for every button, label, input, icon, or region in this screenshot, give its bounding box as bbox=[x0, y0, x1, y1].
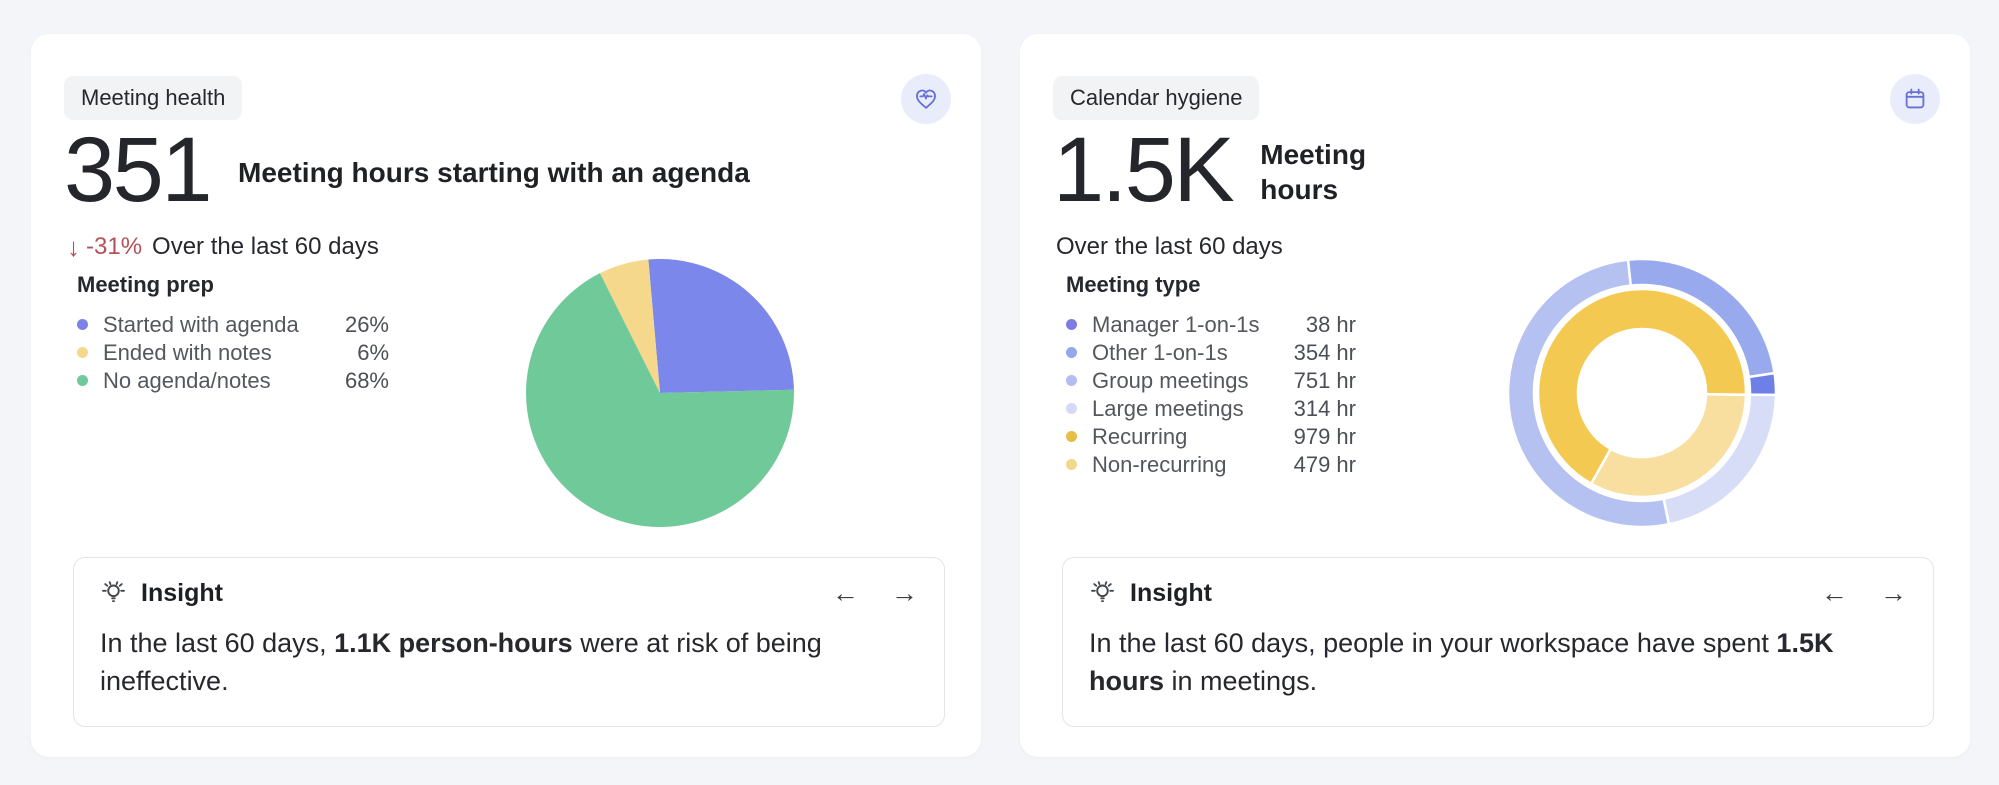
heart-pulse-icon bbox=[901, 74, 951, 124]
insight-panel: Insight ← → In the last 60 days, people … bbox=[1062, 557, 1934, 727]
legend-label: Other 1-on-1s bbox=[1092, 339, 1228, 365]
legend-title: Meeting type bbox=[1066, 272, 1201, 297]
legend-item: Non-recurring 479 hr bbox=[1066, 451, 1356, 477]
insight-highlight: 1.1K person-hours bbox=[334, 628, 573, 658]
meeting-health-badge: Meeting health bbox=[64, 76, 243, 120]
legend-value: 751 hr bbox=[1293, 367, 1356, 393]
legend-value: 479 hr bbox=[1293, 451, 1356, 477]
calendar-hygiene-card: Calendar hygiene 1.5K Meeting hours Over… bbox=[1020, 34, 1970, 757]
legend-label: Non-recurring bbox=[1092, 451, 1227, 477]
legend-label: Group meetings bbox=[1092, 367, 1249, 393]
insight-header: Insight ← → bbox=[100, 578, 918, 608]
slice-non-recurring[interactable] bbox=[1589, 392, 1748, 499]
period-label: Over the last 60 days bbox=[1056, 233, 1283, 260]
legend-item: Large meetings 314 hr bbox=[1066, 395, 1356, 421]
legend-rows: Started with agenda 26% Ended with notes 6%… bbox=[77, 311, 389, 393]
insight-next-button[interactable]: → bbox=[891, 577, 918, 608]
insight-text: In the last 60 days, people in your work… bbox=[1089, 628, 1777, 658]
legend-dot-icon bbox=[1066, 459, 1077, 470]
legend-item: Manager 1-on-1s 38 hr bbox=[1066, 311, 1356, 337]
metric-label: Meeting hours bbox=[1260, 139, 1367, 205]
legend-label: Large meetings bbox=[1092, 395, 1244, 421]
insight-text: in meetings. bbox=[1164, 666, 1318, 696]
legend-dot-icon bbox=[1066, 403, 1077, 414]
legend-value: 354 hr bbox=[1293, 339, 1356, 365]
legend-item: Started with agenda 26% bbox=[77, 311, 389, 337]
insight-pagination: ← → bbox=[832, 577, 918, 608]
meeting-prep-pie-chart[interactable] bbox=[525, 259, 794, 527]
meeting-type-legend: Meeting type Manager 1-on-1s 38 hr Other 1… bbox=[1066, 272, 1356, 477]
meeting-prep-legend: Meeting prep Started with agenda 26% Ended… bbox=[77, 272, 389, 393]
trend-down-icon: ↓ bbox=[67, 232, 80, 262]
legend-item: Other 1-on-1s 354 hr bbox=[1066, 339, 1356, 365]
lightbulb-icon bbox=[100, 580, 127, 607]
meeting-type-donut-chart[interactable] bbox=[1506, 257, 1778, 529]
legend-dot-icon bbox=[77, 375, 88, 386]
delta-value: -31% bbox=[86, 233, 143, 260]
calendar-icon bbox=[1890, 74, 1940, 124]
slice-recurring[interactable] bbox=[1536, 287, 1748, 485]
metric-value: 351 bbox=[64, 119, 213, 221]
slice-manager-1-on-1s[interactable] bbox=[1747, 371, 1778, 397]
legend-label: Manager 1-on-1s bbox=[1092, 311, 1260, 337]
legend-item: Ended with notes 6% bbox=[77, 339, 389, 365]
legend-dot-icon bbox=[77, 347, 88, 358]
metric: 1.5K Meeting hours bbox=[1053, 116, 1400, 224]
slice-group-meetings[interactable] bbox=[1506, 258, 1671, 529]
legend-value: 26% bbox=[344, 311, 389, 337]
legend-value: 68% bbox=[344, 367, 389, 393]
insight-title: Insight bbox=[141, 579, 223, 607]
delta-row: ↓ -31% Over the last 60 days bbox=[67, 232, 379, 262]
legend-item: No agenda/notes 68% bbox=[77, 367, 389, 393]
legend-item: Group meetings 751 hr bbox=[1066, 367, 1356, 393]
insight-header: Insight ← → bbox=[1089, 578, 1907, 608]
legend-dot-icon bbox=[1066, 319, 1077, 330]
legend-dot-icon bbox=[1066, 375, 1077, 386]
insight-prev-button[interactable]: ← bbox=[832, 577, 859, 608]
insight-text: were at risk of being ineffective. bbox=[100, 628, 822, 696]
legend-dot-icon bbox=[1066, 347, 1077, 358]
calendar-hygiene-badge: Calendar hygiene bbox=[1053, 76, 1260, 120]
insight-body: In the last 60 days, 1.1K person-hours w… bbox=[100, 624, 918, 700]
lightbulb-icon bbox=[1089, 580, 1116, 607]
insight-panel: Insight ← → In the last 60 days, 1.1K pe… bbox=[73, 557, 945, 727]
legend-item: Recurring 979 hr bbox=[1066, 423, 1356, 449]
legend-value: 6% bbox=[357, 339, 389, 365]
legend-label: Recurring bbox=[1092, 423, 1188, 449]
insight-title: Insight bbox=[1130, 579, 1212, 607]
insight-body: In the last 60 days, people in your work… bbox=[1089, 624, 1907, 700]
legend-rows: Manager 1-on-1s 38 hr Other 1-on-1s 354 hr G… bbox=[1066, 311, 1356, 477]
slice-started-with-agenda[interactable] bbox=[648, 259, 794, 393]
period-label: Over the last 60 days bbox=[152, 233, 379, 260]
legend-title: Meeting prep bbox=[77, 272, 214, 297]
insight-text: In the last 60 days, bbox=[100, 628, 335, 658]
insight-prev-button[interactable]: ← bbox=[1821, 577, 1848, 608]
insight-next-button[interactable]: → bbox=[1880, 577, 1907, 608]
legend-value: 979 hr bbox=[1293, 423, 1356, 449]
metric-value: 1.5K bbox=[1053, 119, 1235, 221]
legend-label: Ended with notes bbox=[103, 339, 272, 365]
metric-label: Meeting hours starting with an agenda bbox=[238, 156, 750, 188]
legend-value: 314 hr bbox=[1293, 395, 1356, 421]
legend-value: 38 hr bbox=[1305, 311, 1356, 337]
legend-label: No agenda/notes bbox=[103, 367, 271, 393]
slice-no-agenda-notes[interactable] bbox=[525, 273, 794, 527]
legend-dot-icon bbox=[1066, 431, 1077, 442]
legend-label: Started with agenda bbox=[103, 311, 299, 337]
insight-pagination: ← → bbox=[1821, 577, 1907, 608]
legend-dot-icon bbox=[77, 319, 88, 330]
meeting-health-card: Meeting health 351 Meeting hours startin… bbox=[31, 34, 981, 757]
metric: 351 Meeting hours starting with an agend… bbox=[64, 116, 750, 224]
period-row: Over the last 60 days bbox=[1056, 232, 1283, 262]
slice-ended-with-notes[interactable] bbox=[600, 259, 660, 393]
insight-highlight: 1.5K hours bbox=[1089, 628, 1834, 696]
